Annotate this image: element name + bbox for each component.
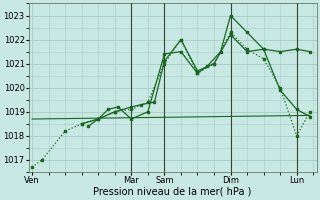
X-axis label: Pression niveau de la mer( hPa ): Pression niveau de la mer( hPa ) xyxy=(93,187,252,197)
